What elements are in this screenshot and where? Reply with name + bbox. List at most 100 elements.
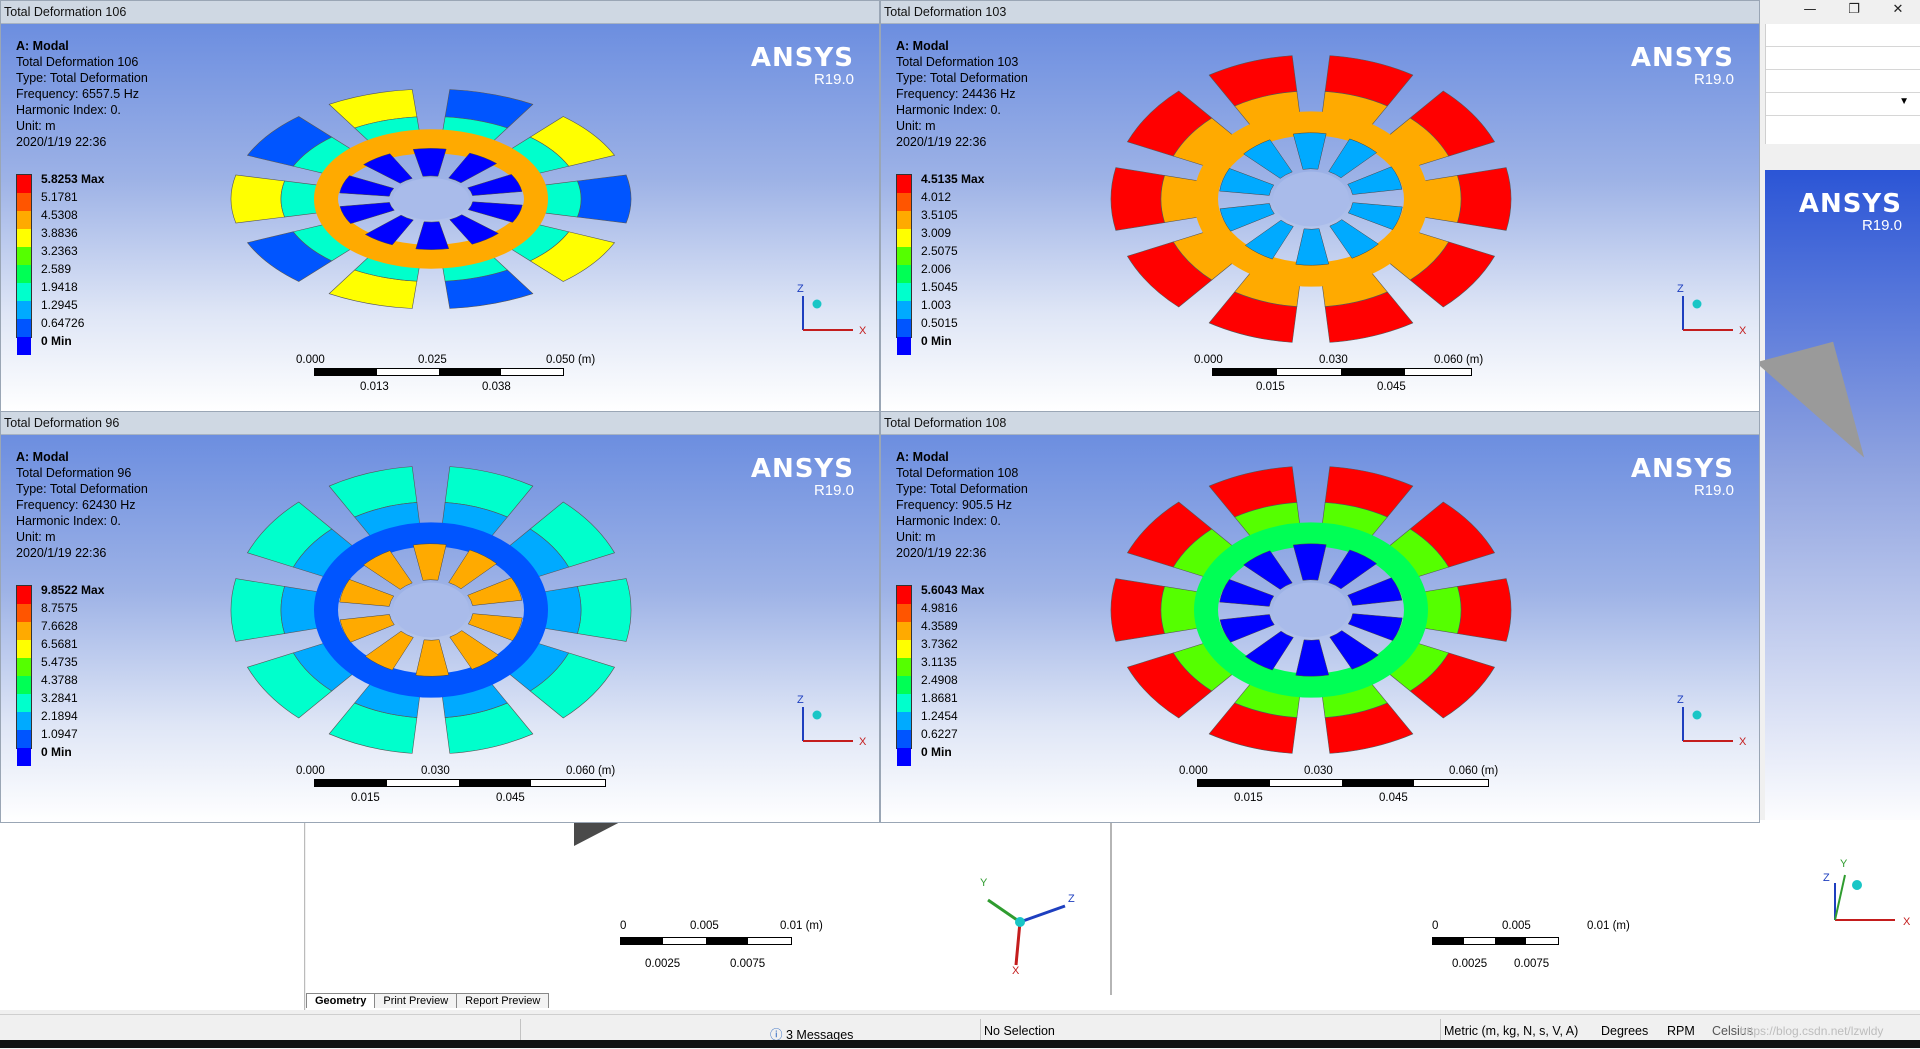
- scale-tick-label: 0.000: [1194, 354, 1223, 366]
- ansys-branding: ANSYS R19.0: [1631, 455, 1734, 499]
- scale-tick-label: 0.038: [482, 381, 511, 393]
- result-name: Total Deformation 103: [896, 55, 1019, 69]
- viewport-total-deformation-106[interactable]: Total Deformation 106 A: Modal Total Defor…: [0, 0, 880, 412]
- graphics-canvas[interactable]: A: Modal Total Deformation 108 Type: Total…: [881, 435, 1759, 822]
- view-splitter[interactable]: [1110, 820, 1112, 995]
- scale-tick-label: 0.015: [351, 792, 380, 804]
- ansys-version: R19.0: [1861, 217, 1902, 234]
- blade: [1413, 578, 1512, 642]
- spoke: [415, 639, 450, 677]
- scale-tick-label: 0.000: [296, 354, 325, 366]
- blade: [1379, 90, 1496, 170]
- result-date: 2020/1/19 22:36: [16, 546, 107, 560]
- legend-value-label: 0.64726: [41, 316, 85, 330]
- spoke: [364, 630, 414, 671]
- viewport-title[interactable]: Total Deformation 103: [881, 1, 1759, 24]
- gray-geometry: [574, 820, 624, 846]
- legend-max-label: 5.8253 Max: [41, 172, 105, 186]
- details-field[interactable]: [1766, 24, 1920, 47]
- spoke: [339, 614, 395, 643]
- viewport-title[interactable]: Total Deformation 108: [881, 412, 1759, 435]
- blade: [230, 578, 329, 642]
- result-type: Type: Total Deformation: [16, 71, 148, 85]
- blade: [499, 639, 616, 719]
- spoke: [412, 543, 447, 581]
- result-info: A: Modal Total Deformation 96 Type: Total …: [16, 449, 148, 561]
- result-frequency: Frequency: 24436 Hz: [896, 87, 1016, 101]
- graphics-canvas[interactable]: A: Modal Total Deformation 106 Type: Total…: [1, 24, 879, 411]
- legend-max-label: 9.8522 Max: [41, 583, 105, 597]
- deformation-model: [1110, 466, 1512, 754]
- ansys-logo: ANSYS: [1630, 454, 1734, 484]
- legend-value-label: 4.5308: [41, 208, 78, 222]
- spoke: [364, 214, 414, 246]
- spoke: [1329, 630, 1379, 670]
- details-dropdown[interactable]: ▼: [1766, 93, 1920, 116]
- blade: [1126, 501, 1243, 581]
- tab-print-preview[interactable]: Print Preview: [374, 993, 458, 1008]
- ring: [1194, 111, 1428, 287]
- legend-value-label: 3.8836: [41, 226, 78, 240]
- result-date: 2020/1/19 22:36: [896, 135, 987, 149]
- ring: [1194, 522, 1428, 698]
- legend-value-label: 4.9816: [921, 601, 958, 615]
- temperature-unit-status[interactable]: Celsius: [1712, 1024, 1753, 1038]
- spoke: [1219, 203, 1275, 232]
- legend-color-bar: [896, 585, 912, 766]
- messages-status[interactable]: ⓘ 3 Messages: [770, 1028, 854, 1042]
- tab-report-preview[interactable]: Report Preview: [456, 993, 550, 1008]
- outline-tree[interactable]: [0, 820, 305, 1010]
- legend-min-label: 0 Min: [41, 334, 72, 348]
- viewport-total-deformation-108[interactable]: Total Deformation 108 A: Modal Total Defor…: [880, 411, 1760, 823]
- graphics-canvas[interactable]: A: Modal Total Deformation 96 Type: Total …: [1, 435, 879, 822]
- viewport-title[interactable]: Total Deformation 96: [1, 412, 879, 435]
- legend-max-label: 4.5135 Max: [921, 172, 985, 186]
- spoke: [449, 214, 499, 245]
- legend-value-label: 4.3589: [921, 619, 958, 633]
- graphics-canvas[interactable]: A: Modal Total Deformation 103 Type: Total…: [881, 24, 1759, 411]
- selection-status: No Selection: [984, 1024, 1055, 1038]
- details-field[interactable]: [1766, 70, 1920, 93]
- center-hole: [1273, 171, 1349, 227]
- details-field[interactable]: [1766, 47, 1920, 70]
- viewport-title[interactable]: Total Deformation 106: [1, 1, 879, 24]
- restore-icon: ❐: [1848, 2, 1860, 17]
- scale-tick-label: 0.013: [360, 381, 389, 393]
- spoke: [448, 152, 498, 184]
- tab-geometry[interactable]: Geometry: [306, 993, 376, 1008]
- legend-value-label: 4.012: [921, 190, 952, 204]
- legend-max-label: 5.6043 Max: [921, 583, 985, 597]
- unit-system-status[interactable]: Metric (m, kg, N, s, V, A): [1444, 1024, 1579, 1038]
- minimize-button[interactable]: —: [1788, 0, 1832, 22]
- gray-geometry: [1755, 341, 1865, 479]
- angle-unit-status[interactable]: Degrees: [1601, 1024, 1649, 1038]
- legend-value-label: 2.4908: [921, 673, 958, 687]
- background-geometry-views[interactable]: [306, 820, 1920, 1010]
- ansys-version: R19.0: [1693, 71, 1734, 88]
- legend-value-label: 2.006: [921, 262, 952, 276]
- speed-unit-status[interactable]: RPM: [1667, 1024, 1695, 1038]
- blade: [499, 116, 616, 177]
- ansys-logo: ANSYS: [750, 43, 854, 73]
- viewport-total-deformation-96[interactable]: Total Deformation 96 A: Modal Total Deform…: [0, 411, 880, 823]
- scale-tick-label: 0.045: [1379, 792, 1408, 804]
- legend-value-label: 0.5015: [921, 316, 958, 330]
- spoke: [1292, 543, 1327, 581]
- background-graphics-view[interactable]: ANSYS R19.0: [1755, 170, 1920, 830]
- center-hole: [393, 582, 469, 638]
- legend-value-label: 1.5045: [921, 280, 958, 294]
- result-type: Type: Total Deformation: [896, 482, 1028, 496]
- axis-label-x: X: [1739, 736, 1747, 748]
- scale-tick-label: 0.060 (m): [1434, 354, 1484, 366]
- restore-button[interactable]: ❐: [1832, 0, 1876, 22]
- ansys-logo: ANSYS: [750, 454, 854, 484]
- close-button[interactable]: ✕: [1876, 0, 1920, 22]
- deformation-model: [230, 466, 632, 754]
- scale-tick-label: 0.025: [418, 354, 447, 366]
- result-frequency: Frequency: 905.5 Hz: [896, 498, 1013, 512]
- axis-label-x: X: [1012, 965, 1020, 975]
- legend-color-bar: [896, 174, 912, 355]
- legend-min-label: 0 Min: [41, 745, 72, 759]
- legend-value-label: 1.003: [921, 298, 952, 312]
- viewport-total-deformation-103[interactable]: Total Deformation 103 A: Modal Total Defor…: [880, 0, 1760, 412]
